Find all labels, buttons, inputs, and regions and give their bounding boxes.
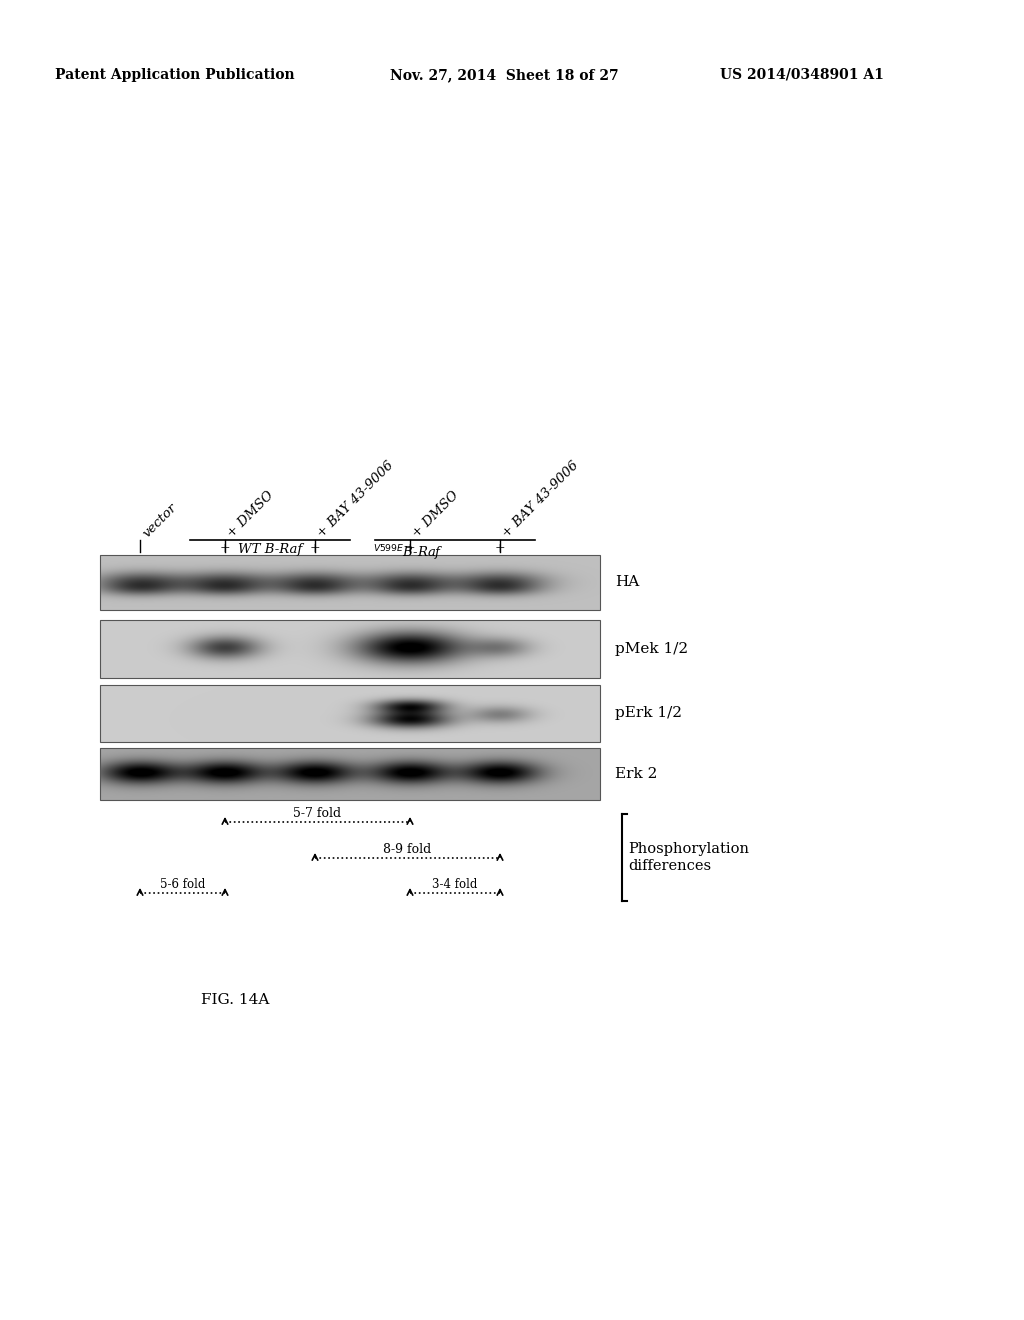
Text: 5-7 fold: 5-7 fold — [294, 807, 342, 820]
Text: Phosphorylation
differences: Phosphorylation differences — [628, 842, 749, 873]
Text: Nov. 27, 2014  Sheet 18 of 27: Nov. 27, 2014 Sheet 18 of 27 — [390, 69, 618, 82]
Bar — [100, 685, 600, 742]
Text: 3-4 fold: 3-4 fold — [432, 878, 477, 891]
Text: Erk 2: Erk 2 — [615, 767, 657, 781]
Text: WT B-Raf: WT B-Raf — [238, 543, 302, 556]
Bar — [100, 554, 600, 610]
Text: vector: vector — [140, 500, 179, 540]
Text: HA: HA — [615, 576, 639, 590]
Text: FIG. 14A: FIG. 14A — [201, 993, 269, 1007]
Text: +: + — [220, 541, 230, 554]
Text: Patent Application Publication: Patent Application Publication — [55, 69, 295, 82]
Text: +: + — [309, 541, 321, 554]
Text: + BAY 43-9006: + BAY 43-9006 — [500, 458, 582, 540]
Text: $^{V599E}$B-Raf: $^{V599E}$B-Raf — [373, 543, 443, 562]
Bar — [100, 748, 600, 800]
Text: 8-9 fold: 8-9 fold — [383, 843, 432, 855]
Text: US 2014/0348901 A1: US 2014/0348901 A1 — [720, 69, 884, 82]
Text: 5-6 fold: 5-6 fold — [160, 878, 205, 891]
Text: + BAY 43-9006: + BAY 43-9006 — [315, 458, 396, 540]
Text: pErk 1/2: pErk 1/2 — [615, 706, 682, 721]
Text: +: + — [495, 541, 505, 554]
Text: + DMSO: + DMSO — [410, 488, 462, 540]
Text: +: + — [404, 541, 416, 554]
Bar — [100, 620, 600, 678]
Text: + DMSO: + DMSO — [225, 488, 276, 540]
Text: pMek 1/2: pMek 1/2 — [615, 642, 688, 656]
